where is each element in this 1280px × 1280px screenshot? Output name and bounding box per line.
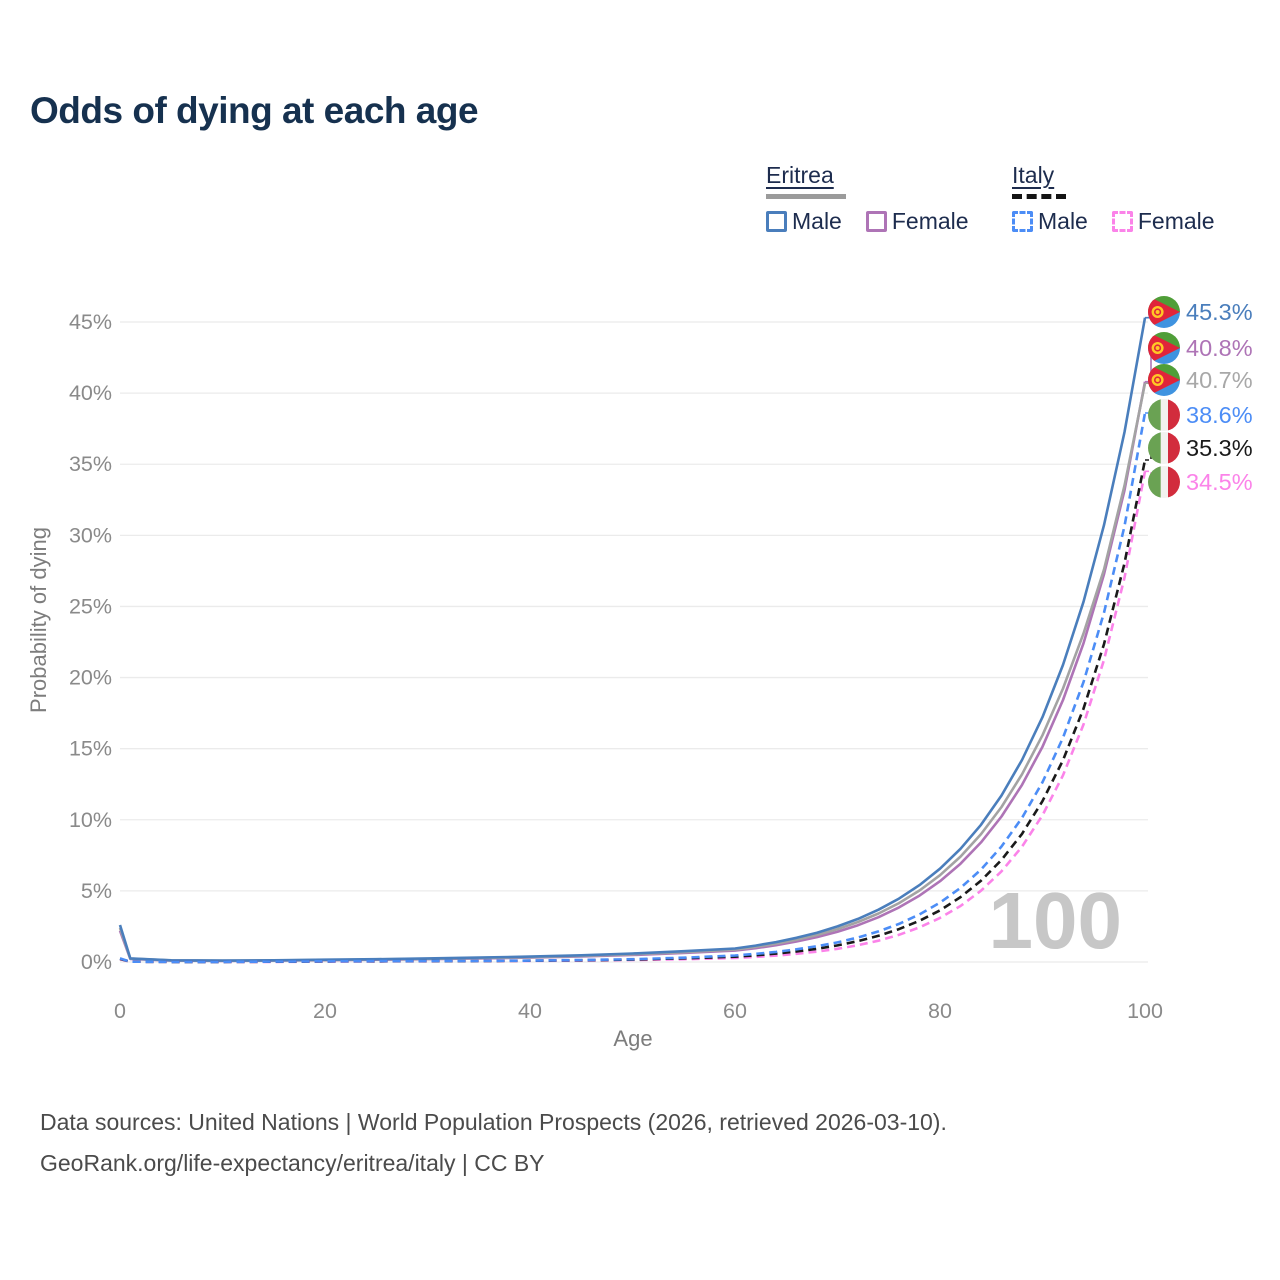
flag-green [1148, 466, 1161, 498]
legend-group-italy: Italy Male Female [1012, 162, 1239, 235]
flag-white [1160, 399, 1168, 431]
series-line-italy-male[interactable] [119, 412, 1147, 964]
y-tick-label: 40% [69, 381, 112, 405]
x-tick-label: 20 [313, 999, 337, 1023]
x-tick-label: 100 [1127, 999, 1163, 1023]
legend-label: Male [1038, 208, 1088, 234]
italy-flag-icon [1148, 432, 1180, 464]
flag-white [1160, 466, 1168, 498]
flag-red-triangle [1148, 332, 1180, 364]
flag-red-triangle [1148, 296, 1180, 328]
flag-white [1160, 432, 1168, 464]
age-counter-watermark: 100 [989, 876, 1122, 965]
x-tick-label: 40 [518, 999, 542, 1023]
flag-emblem-dot [1155, 346, 1160, 350]
eritrea-flag-icon [1148, 332, 1180, 364]
italy-line-style-sample [1012, 194, 1066, 199]
legend-label: Female [891, 208, 969, 234]
y-tick-label: 10% [69, 808, 112, 832]
flag-red [1168, 432, 1180, 464]
page-title: Odds of dying at each age [30, 90, 479, 131]
series-line-eritrea-female[interactable] [118, 381, 1147, 963]
flag-emblem [1151, 342, 1164, 355]
end-value-label-eritrea-male: 45.3% [1186, 299, 1253, 325]
eritrea-line-style-sample [766, 194, 846, 199]
y-tick-label: 25% [69, 594, 112, 618]
mortality-line-chart: 0% 5% 10% 15% 20% 25% 30% 35% 40% 45% 0 20 40 60 80 100… [26, 296, 1253, 1051]
flag-green [1148, 399, 1161, 431]
legend-country-eritrea[interactable]: Eritrea [766, 162, 834, 188]
y-tick-label: 15% [69, 737, 112, 761]
flag-emblem [1151, 374, 1164, 387]
end-value-label-italy-female: 34.5% [1186, 469, 1253, 495]
legend-label: Female [1137, 208, 1215, 234]
data-sources-text: Data sources: United Nations | World Pop… [40, 1109, 947, 1135]
x-axis-title: Age [613, 1026, 652, 1051]
flag-red [1168, 399, 1180, 431]
series-line-italy-female[interactable] [119, 471, 1147, 964]
legend-group-eritrea: Eritrea Male Female [766, 162, 993, 235]
y-tick-label: 45% [69, 310, 112, 334]
legend-item-eritrea-female[interactable]: Female [865, 208, 969, 235]
italy-flag-icon [1148, 399, 1180, 431]
flag-emblem-dot [1155, 378, 1160, 382]
flag-red [1168, 466, 1180, 498]
italy-female-swatch-icon [1111, 211, 1133, 232]
legend-item-eritrea-male[interactable]: Male [766, 208, 842, 235]
eritrea-flag-icon [1148, 296, 1180, 328]
y-tick-label: 5% [81, 879, 112, 903]
x-tick-label: 80 [928, 999, 952, 1023]
attribution-text: GeoRank.org/life-expectancy/eritrea/ital… [40, 1150, 545, 1176]
italy-flag-icon [1148, 466, 1180, 498]
y-tick-label: 0% [81, 950, 112, 974]
flag-green [1148, 432, 1161, 464]
x-tick-label: 60 [723, 999, 747, 1023]
series-line-eritrea-both[interactable] [118, 382, 1147, 962]
y-tick-label: 30% [69, 523, 112, 547]
y-tick-label: 20% [69, 666, 112, 690]
y-tick-label: 35% [69, 452, 112, 476]
x-tick-label: 0 [114, 999, 126, 1023]
end-label-connector [1145, 447, 1155, 461]
legend-item-italy-male[interactable]: Male [1012, 208, 1088, 235]
legend-label: Male [792, 208, 842, 234]
flag-red-triangle [1148, 364, 1180, 396]
end-label-connector [1145, 470, 1155, 483]
y-axis-title: Probability of dying [26, 527, 51, 713]
series-line-eritrea-male[interactable] [118, 317, 1147, 962]
end-value-label-eritrea-female: 40.8% [1186, 335, 1253, 361]
legend-country-italy[interactable]: Italy [1012, 162, 1055, 188]
flag-emblem-dot [1155, 310, 1160, 314]
end-value-label-eritrea-both: 40.7% [1186, 367, 1253, 393]
eritrea-female-swatch-icon [865, 211, 887, 232]
footer: Data sources: United Nations | World Pop… [40, 1102, 947, 1184]
legend-item-italy-female[interactable]: Female [1111, 208, 1215, 235]
end-value-label-italy-male: 38.6% [1186, 402, 1253, 428]
end-value-label-italy-both: 35.3% [1186, 435, 1253, 461]
eritrea-flag-icon [1148, 364, 1180, 396]
eritrea-male-swatch-icon [766, 211, 787, 232]
italy-male-swatch-icon [1012, 211, 1033, 232]
flag-emblem [1151, 306, 1164, 319]
